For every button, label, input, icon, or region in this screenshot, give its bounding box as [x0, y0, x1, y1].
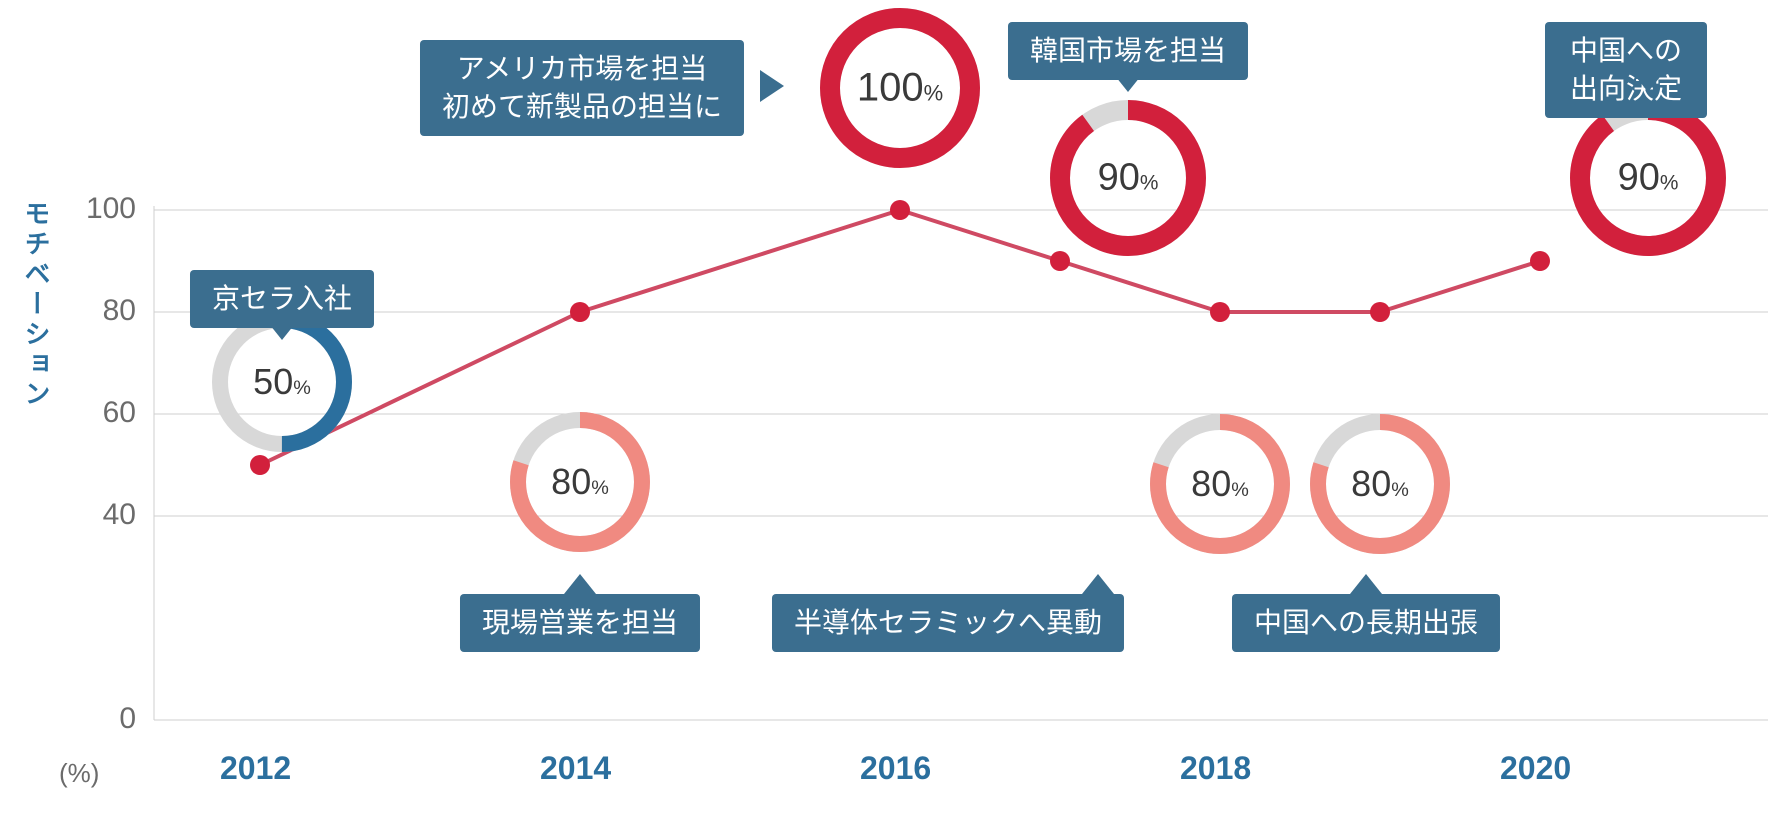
y-tick-label: 40	[103, 498, 136, 532]
callout-tail-c2019	[1350, 574, 1382, 594]
donut-label-d2018: 80%	[1191, 463, 1249, 505]
callout-tail-c2017	[1112, 72, 1144, 92]
callout-tail-c2020	[1632, 72, 1664, 92]
y-tick-label: 100	[86, 192, 136, 226]
callout-tail-c2014	[564, 574, 596, 594]
callout-c2020: 中国への出向決定	[1545, 22, 1707, 118]
donut-label-d2016: 100%	[857, 66, 943, 111]
x-tick-label: 2016	[860, 750, 931, 787]
callout-c2014: 現場営業を担当	[460, 594, 700, 652]
x-tick-label: 2014	[540, 750, 611, 787]
donut-label-d2020: 90%	[1618, 157, 1679, 200]
donut-label-d2012: 50%	[253, 361, 311, 403]
donut-label-d2017: 90%	[1098, 157, 1159, 200]
callout-tail-c2018	[1082, 574, 1114, 594]
callout-c2016: アメリカ市場を担当 初めて新製品の担当に	[420, 40, 744, 136]
callout-tail-c2012	[266, 320, 298, 340]
callout-c2018: 半導体セラミックへ異動	[772, 594, 1124, 652]
callout-tail-c2016	[760, 70, 784, 102]
y-tick-label: 0	[119, 702, 136, 736]
x-tick-label: 2018	[1180, 750, 1251, 787]
y-tick-label: 60	[103, 396, 136, 430]
callout-c2019: 中国への長期出張	[1232, 594, 1500, 652]
donut-label-d2019: 80%	[1351, 463, 1409, 505]
donut-label-d2014: 80%	[551, 461, 609, 503]
x-tick-label: 2012	[220, 750, 291, 787]
x-tick-label: 2020	[1500, 750, 1571, 787]
y-tick-label: 80	[103, 294, 136, 328]
